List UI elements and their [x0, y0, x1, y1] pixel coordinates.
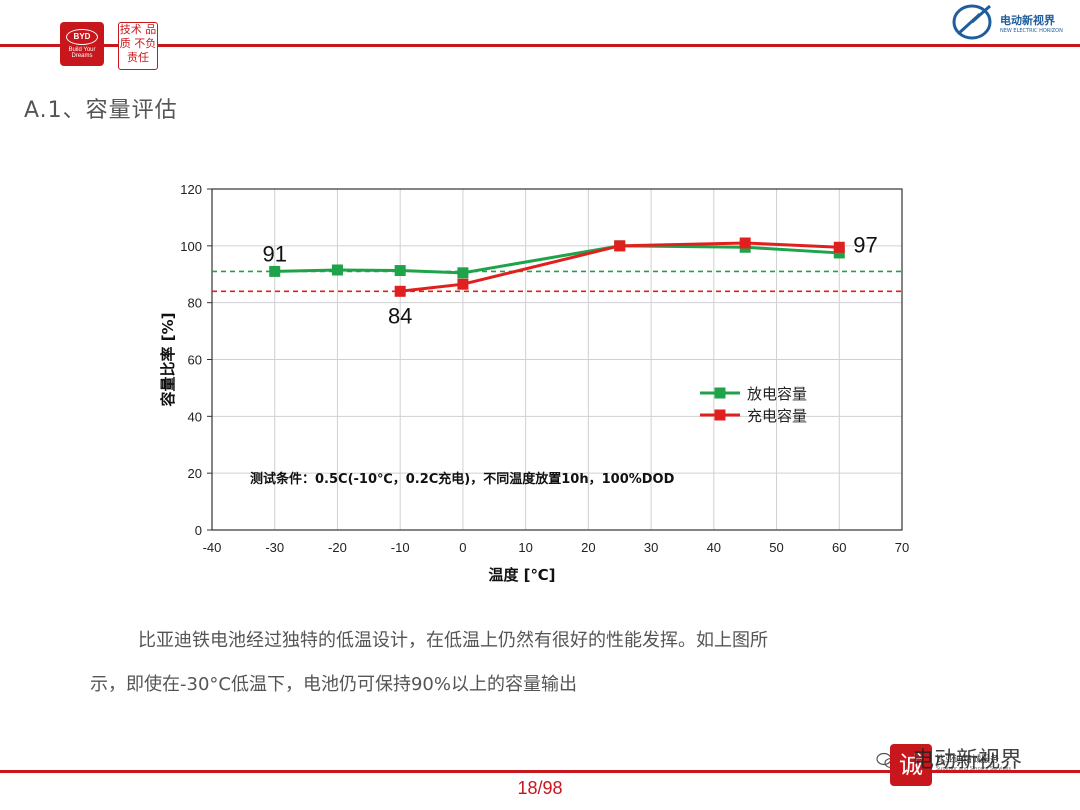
legend-marker-0	[714, 387, 726, 399]
x-tick-label: -20	[328, 540, 347, 555]
x-axis-label: 温度 [℃]	[488, 566, 555, 584]
series-1-point	[614, 240, 626, 252]
ev-horizon-logo-subtext: NEW ELECTRIC HORIZON	[1000, 28, 1063, 34]
series-0-point	[331, 264, 343, 276]
footer-divider	[0, 770, 1080, 773]
legend-label-0: 放电容量	[747, 385, 807, 403]
byd-logo-text: BYD	[66, 29, 98, 45]
y-tick-label: 20	[188, 466, 202, 481]
body-text-line-1: 比亚迪铁电池经过独特的低温设计，在低温上仍然有很好的性能发挥。如上图所	[138, 630, 768, 651]
header-divider	[0, 44, 1080, 47]
x-tick-label: 30	[644, 540, 658, 555]
y-tick-label: 0	[195, 523, 202, 538]
point-label: 97	[853, 232, 877, 257]
legend-label-1: 充电容量	[747, 407, 807, 425]
series-0-point	[457, 267, 469, 279]
ev-horizon-logo-icon	[952, 4, 992, 40]
plot-frame	[211, 188, 903, 531]
x-tick-label: 60	[832, 540, 846, 555]
test-condition-annotation: 测试条件：0.5C(-10℃，0.2C充电)，不同温度放置10h，100%DOD	[250, 471, 675, 487]
x-tick-label: -10	[391, 540, 410, 555]
y-tick-label: 80	[188, 296, 202, 311]
x-tick-label: 20	[581, 540, 595, 555]
y-tick-label: 100	[180, 239, 202, 254]
byd-logo: BYD Build Your Dreams	[60, 22, 104, 66]
series-1-point	[394, 285, 406, 297]
y-tick-label: 120	[180, 182, 202, 197]
body-text-line-2: 示，即使在-30°C低温下，电池仍可保持90%以上的容量输出	[90, 674, 577, 695]
legend-marker-1	[714, 409, 726, 421]
series-0-point	[394, 265, 406, 277]
x-tick-label: 50	[769, 540, 783, 555]
capacity-chart: -40 -30 -20 -10 0 10 20 30 40 50 60 70 0 20 40 60 80 100 1…	[159, 182, 909, 584]
series-1-point	[457, 278, 469, 290]
watermark-brand: 电动新视界	[912, 748, 1023, 773]
series-0-point	[269, 265, 281, 277]
series-line-0	[274, 244, 840, 275]
sincere-service-subtext: Superior and Sincere Services	[936, 766, 1011, 772]
x-tick-label: 70	[895, 540, 909, 555]
series-1-point	[833, 241, 845, 253]
x-tick-label: 40	[707, 540, 721, 555]
sincere-service-text: 比亚迪精诚服务	[936, 755, 1000, 765]
section-title: A.1、容量评估	[24, 98, 178, 123]
y-axis-label: 容量比率 [%]	[159, 313, 177, 408]
point-label: 84	[388, 303, 412, 328]
ev-horizon-logo-text: 电动新视界	[1000, 14, 1055, 27]
byd-logo-tagline: Build Your Dreams	[68, 47, 96, 59]
x-tick-label: 10	[518, 540, 532, 555]
series-1-point	[739, 237, 751, 249]
page-number: 18/98	[517, 778, 563, 798]
y-tick-label: 60	[188, 353, 202, 368]
series-0-point	[833, 247, 845, 259]
point-label: 91	[262, 241, 286, 266]
sincere-service-seal: 诚	[890, 744, 932, 786]
quality-seal: 技术 品质 不负 责任	[118, 22, 158, 70]
y-tick-label: 40	[188, 409, 202, 424]
x-tick-label: 0	[459, 540, 466, 555]
x-tick-label: -40	[203, 540, 222, 555]
x-tick-label: -30	[265, 540, 284, 555]
